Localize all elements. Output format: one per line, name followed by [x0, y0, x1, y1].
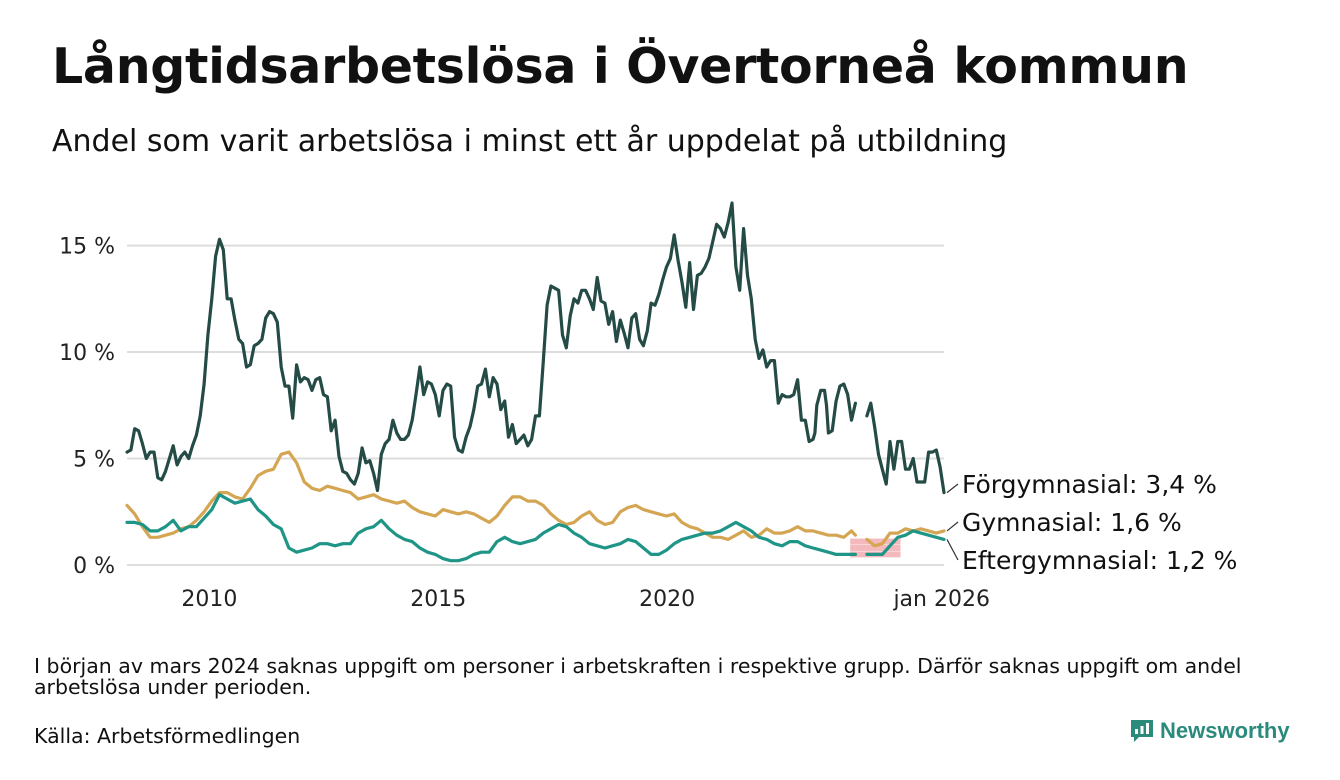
grid [127, 244, 944, 566]
x-tick-label: 2010 [181, 587, 237, 612]
label-leader-eftergymnasial [946, 539, 959, 561]
chart-title: Långtidsarbetslösa i Övertorneå kommun [52, 38, 1189, 95]
y-tick-label: 10 % [59, 341, 115, 366]
label-leader-forgymnasial [946, 483, 959, 494]
end-label-eftergymnasial: Eftergymnasial: 1,2 % [962, 546, 1237, 575]
label-leader-gymnasial [946, 521, 959, 532]
y-tick-label: 15 % [59, 235, 115, 260]
newsworthy-icon [1131, 720, 1153, 742]
series-line-forgymnasial [125, 201, 946, 495]
y-axis: 0 % 5 % 10 % 15 % [59, 235, 115, 579]
chart-subtitle: Andel som varit arbetslösa i minst ett å… [52, 124, 1008, 159]
end-label-gymnasial: Gymnasial: 1,6 % [962, 508, 1182, 537]
series-line-gymnasial [125, 450, 946, 548]
x-tick-label: 2020 [639, 587, 695, 612]
x-axis: 2010 2015 2020 jan 2026 [181, 587, 990, 612]
brand-name: Newsworthy [1160, 718, 1290, 743]
series-line-eftergymnasial [125, 493, 946, 563]
line-chart: 0 % 5 % 10 % 15 % 2010 2015 2020 jan 2026 Förg… [59, 201, 1237, 612]
brand-logo: Newsworthy [1129, 718, 1290, 744]
series-lines [125, 201, 946, 563]
end-labels: Förgymnasial: 3,4 % Gymnasial: 1,6 % Efter… [946, 470, 1237, 575]
x-tick-label: jan 2026 [892, 587, 990, 612]
y-tick-label: 0 % [73, 554, 115, 579]
y-tick-label: 5 % [73, 448, 115, 473]
missing-band-1 [850, 544, 901, 551]
footnote: I början av mars 2024 saknas uppgift om … [34, 654, 1242, 699]
x-tick-label: 2015 [410, 587, 466, 612]
missing-band-2 [850, 538, 901, 545]
source-line: Källa: Arbetsförmedlingen [34, 724, 301, 748]
end-label-forgymnasial: Förgymnasial: 3,4 % [962, 470, 1217, 499]
